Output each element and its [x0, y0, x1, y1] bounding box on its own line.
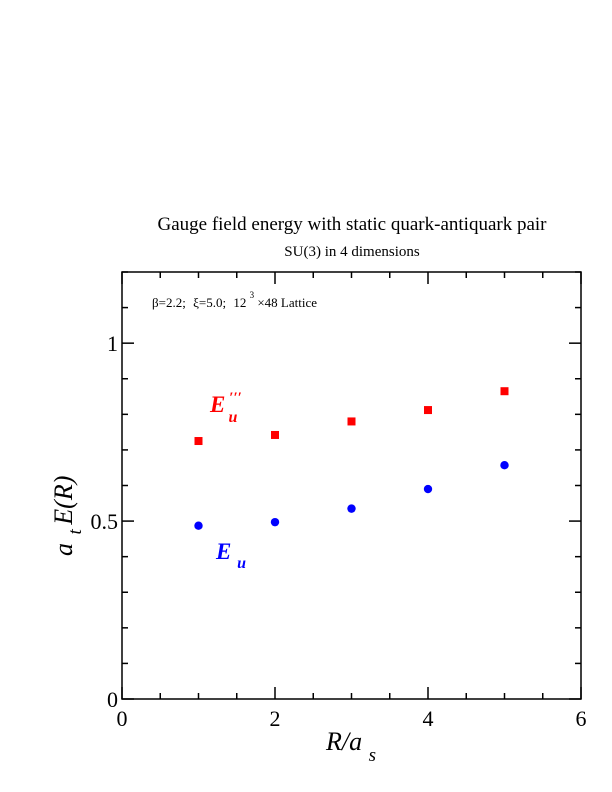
data-point-square: [194, 437, 203, 446]
data-point-square: [271, 430, 279, 439]
series-label-eu: E u: [215, 539, 246, 572]
lattice-exponent: 3: [250, 290, 255, 300]
lattice-size: 12: [233, 295, 246, 310]
y-axis-label: a t E(R): [49, 476, 87, 556]
data-point-square: [424, 406, 432, 415]
y-axis-label-a: a: [49, 543, 78, 556]
x-tick-label: 2: [270, 706, 281, 731]
x-tick-label: 0: [117, 706, 128, 731]
data-point-circle: [270, 517, 280, 527]
x-tick-label: 4: [423, 706, 434, 731]
x-axis-label-main: R/a: [325, 727, 362, 756]
series-label-sup: ′′′: [229, 390, 242, 406]
series-label-main: E: [209, 392, 225, 417]
data-point-square: [500, 387, 509, 396]
axis-ticks: [121, 271, 582, 700]
y-tick-label: 0: [107, 687, 118, 712]
data-points: [194, 387, 509, 530]
data-point-square: [347, 417, 356, 426]
lattice-annotation: β=2.2; ξ=5.0; 12 3 ×48 Lattice: [152, 286, 317, 310]
series-label-sub: u: [237, 555, 246, 572]
x-axis-label-sub: s: [369, 745, 376, 766]
series-label-main: E: [215, 539, 231, 564]
data-point-circle: [194, 521, 203, 530]
x-axis-label: R/a s: [325, 727, 376, 766]
beta-value: β=2.2;: [152, 295, 186, 310]
y-tick-label: 1: [107, 331, 118, 356]
plot-frame: [121, 271, 582, 700]
y-axis-label-main: E(R): [49, 476, 78, 526]
lattice-suffix: ×48 Lattice: [257, 295, 317, 310]
y-axis-label-sub: t: [65, 529, 86, 535]
xi-value: ξ=5.0;: [193, 295, 226, 310]
data-point-circle: [500, 461, 509, 470]
x-tick-label: 6: [576, 706, 587, 731]
axis-tick-labels: 0 2 4 6 0 0.5 1: [91, 331, 587, 731]
chart-subtitle: SU(3) in 4 dimensions: [284, 244, 420, 260]
data-point-circle: [423, 484, 433, 494]
series-label-eu-triple-prime: E ′′′ u: [209, 382, 248, 426]
chart-title: Gauge field energy with static quark-ant…: [157, 214, 547, 235]
series-label-sub: u: [229, 409, 238, 426]
data-point-circle: [347, 504, 356, 513]
y-tick-label: 0.5: [91, 509, 119, 534]
